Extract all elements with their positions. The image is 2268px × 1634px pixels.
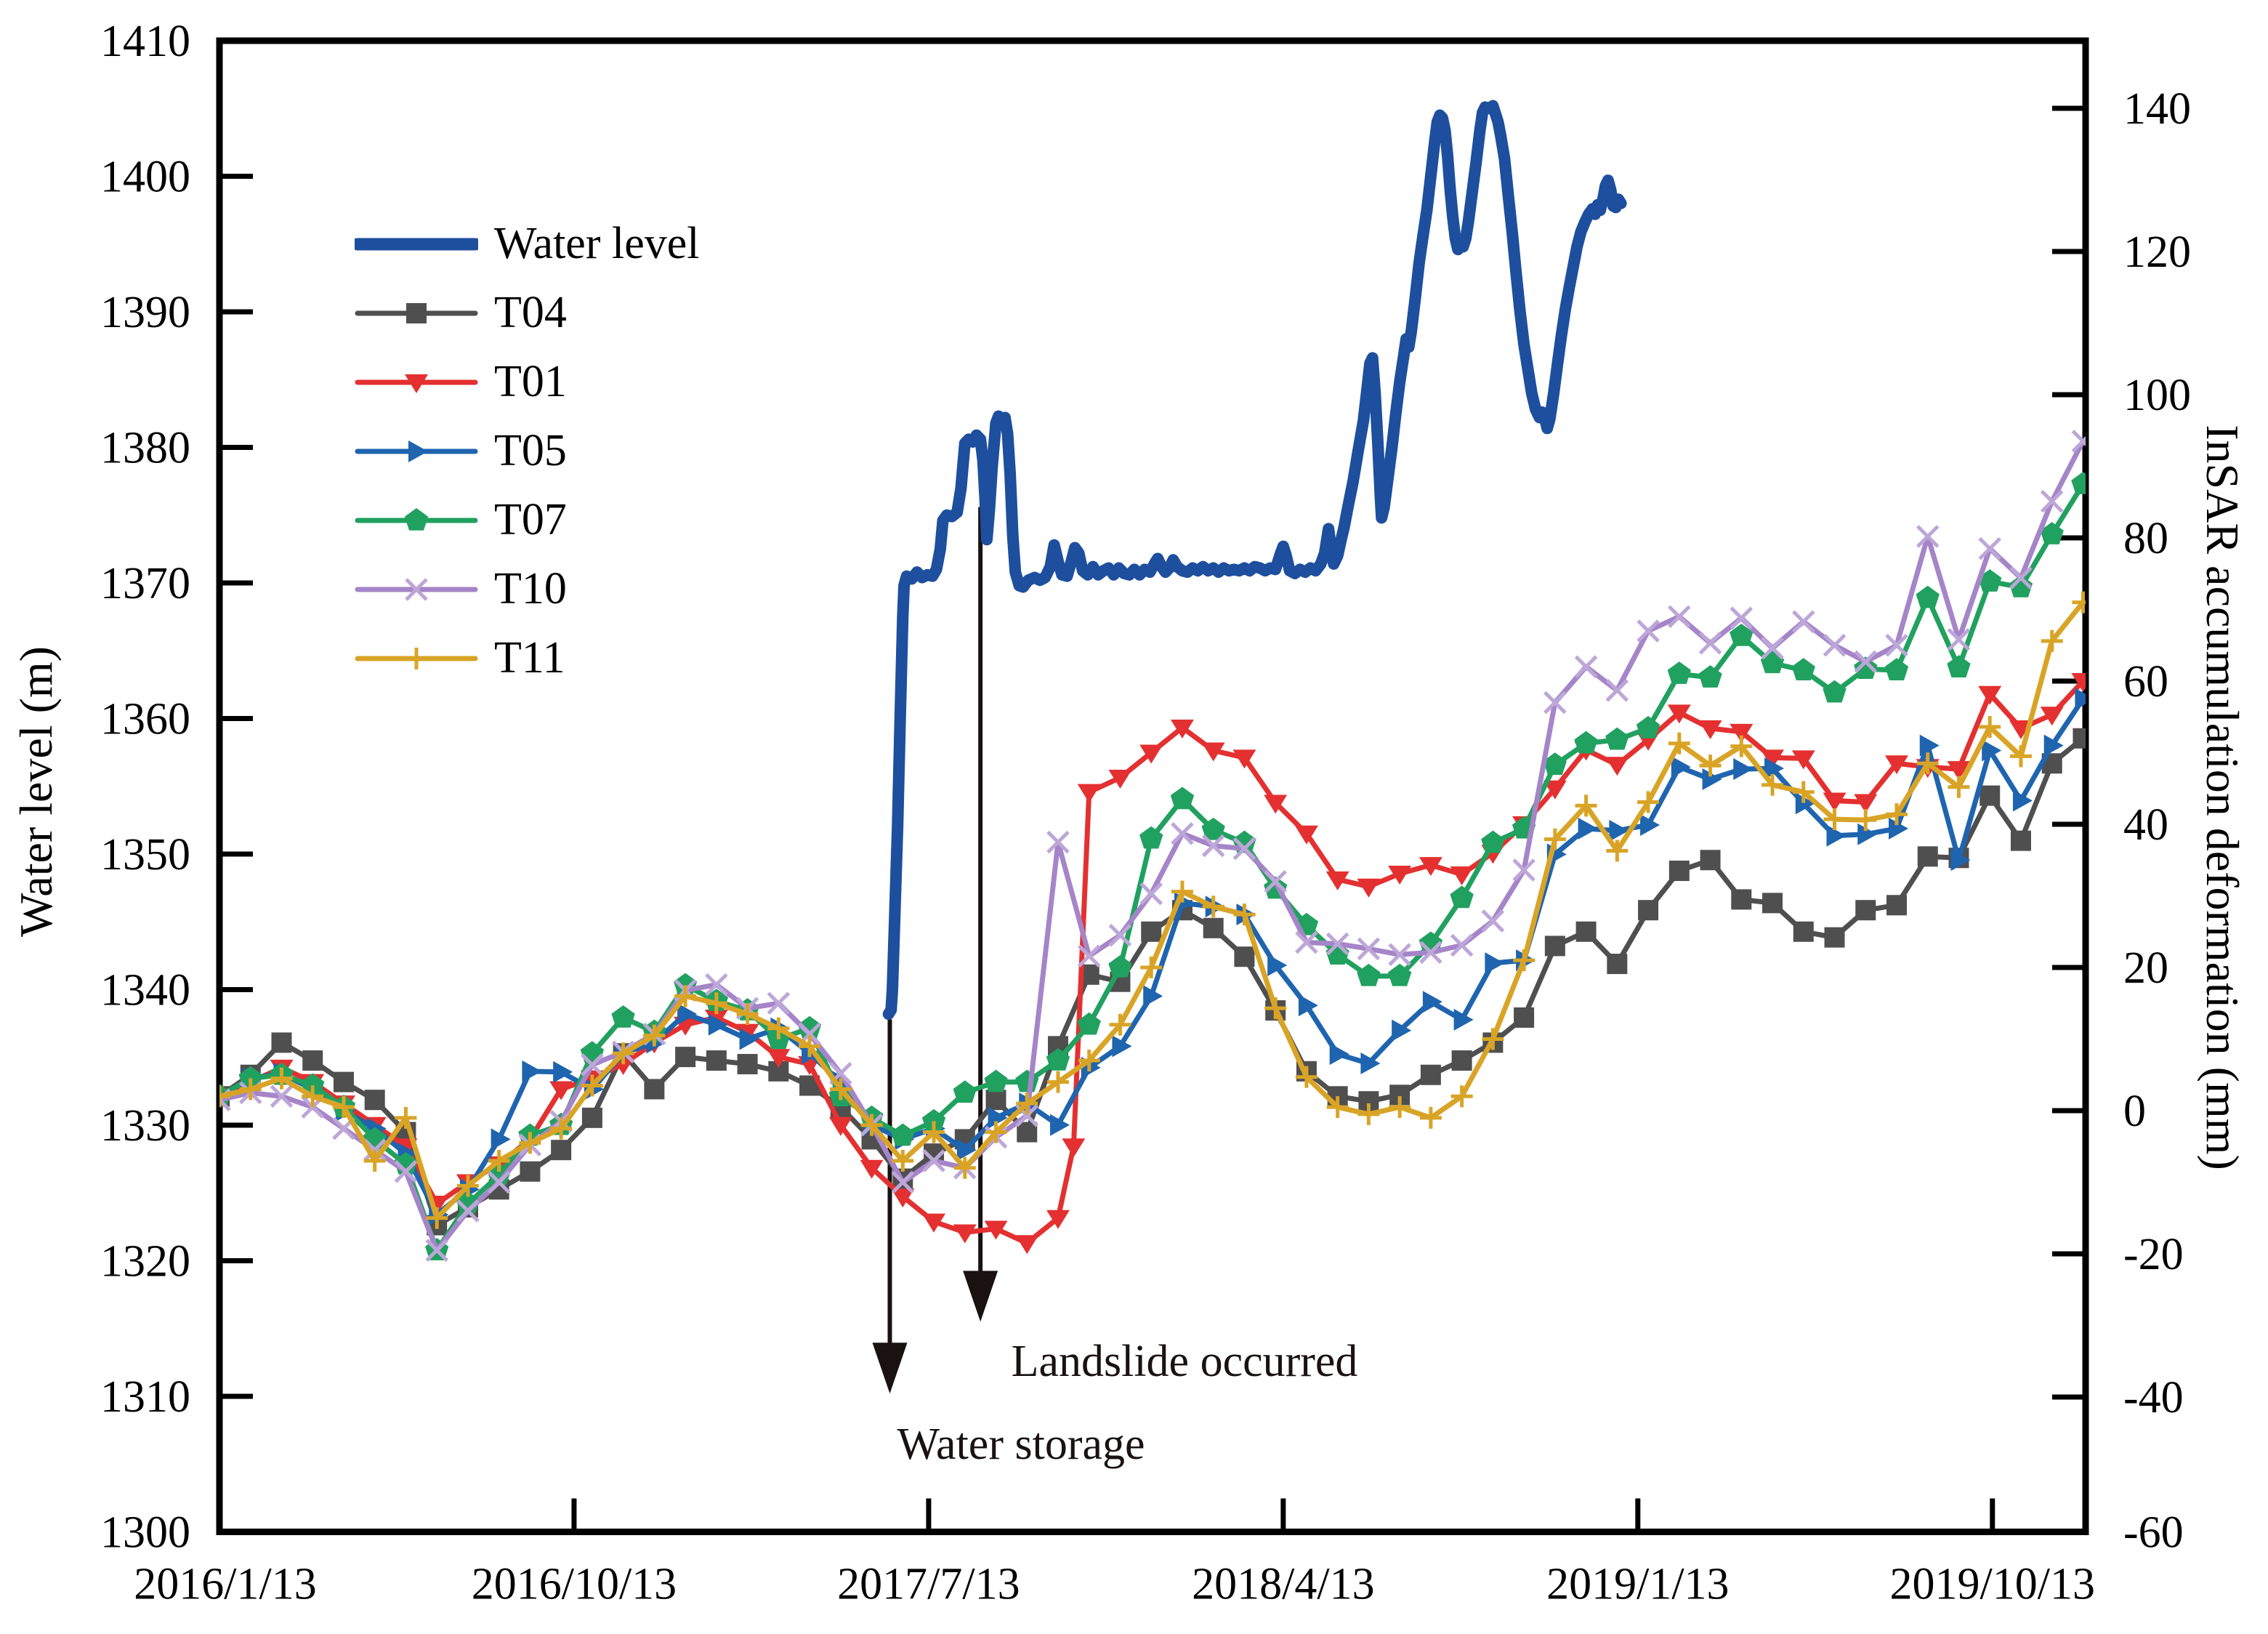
legend-item-T11: T11 xyxy=(355,624,699,693)
x-axis: 2016/1/13 2016/10/13 2017/7/13 2018/4/13 201… xyxy=(134,1498,2095,1609)
x-tick-label: 2019/1/13 xyxy=(1546,1560,1729,1609)
right-tick-label: 40 xyxy=(2123,800,2168,850)
legend-item-T01: T01 xyxy=(355,347,699,416)
right-axis-title: InSAR accumulation deformation (mm) xyxy=(2197,424,2248,1170)
right-tick-label: 100 xyxy=(2123,371,2191,420)
annotation-water-storage-label: Water storage xyxy=(897,1420,1145,1469)
left-axis-title: Water level (m) xyxy=(10,646,62,937)
right-tick-label: 80 xyxy=(2123,514,2168,563)
right-tick-label: -20 xyxy=(2123,1230,2184,1279)
legend-swatch-T11 xyxy=(355,647,478,669)
x-tick-label: 2016/1/13 xyxy=(134,1560,316,1609)
right-tick-label: 20 xyxy=(2123,943,2168,993)
legend-label-T04: T04 xyxy=(494,288,567,337)
legend-label-T01: T01 xyxy=(494,357,567,406)
legend-label-T05: T05 xyxy=(494,426,567,475)
legend-label-T07: T07 xyxy=(494,495,567,544)
left-tick-label: 1310 xyxy=(100,1372,190,1422)
legend-label-T10: T10 xyxy=(494,564,567,613)
series-T11 xyxy=(219,591,2086,1229)
left-tick-label: 1400 xyxy=(100,153,190,202)
left-axis: 1410 1400 1390 1380 1370 1360 1350 1340 1330 1320… xyxy=(100,17,253,1558)
right-tick-label: -40 xyxy=(2123,1373,2184,1422)
x-tick-label: 2019/10/13 xyxy=(1890,1560,2095,1609)
left-tick-label: 1370 xyxy=(100,559,190,608)
right-tick-label: 120 xyxy=(2123,228,2191,277)
right-axis: 140 120 100 80 60 40 20 0 -20 -40 -60 xyxy=(2052,84,2191,1558)
legend-item-water_level: Water level xyxy=(355,209,699,278)
x-tick-label: 2016/10/13 xyxy=(472,1560,677,1609)
right-tick-label: 60 xyxy=(2123,657,2168,707)
legend-swatch-T10 xyxy=(355,577,478,601)
left-tick-label: 1330 xyxy=(100,1101,190,1151)
series-water-level xyxy=(882,100,1627,1021)
left-tick-label: 1380 xyxy=(100,424,190,473)
right-tick-label: -60 xyxy=(2123,1508,2184,1558)
left-tick-label: 1300 xyxy=(100,1508,190,1558)
legend-swatch-T05 xyxy=(355,440,478,462)
axes xyxy=(216,37,2089,1535)
left-tick-label: 1410 xyxy=(100,17,190,66)
legend-item-T05: T05 xyxy=(355,416,699,486)
right-tick-label: 0 xyxy=(2123,1087,2146,1136)
annotation-landslide-label: Landslide occurred xyxy=(1011,1337,1358,1386)
legend-swatch-T07 xyxy=(355,507,478,531)
x-tick-label: 2018/4/13 xyxy=(1192,1560,1374,1609)
annotation-arrow-water_storage xyxy=(872,1019,908,1394)
left-tick-label: 1350 xyxy=(100,830,190,880)
right-tick-label: 140 xyxy=(2123,84,2191,134)
legend-swatch-T04 xyxy=(355,302,478,323)
legend-swatch-T01 xyxy=(355,374,478,393)
legend-label-T11: T11 xyxy=(494,633,565,683)
left-tick-label: 1340 xyxy=(100,966,190,1015)
legend-label-water_level: Water level xyxy=(494,219,700,268)
legend-item-T10: T10 xyxy=(355,555,699,624)
legend-item-T04: T04 xyxy=(355,278,699,347)
left-tick-label: 1360 xyxy=(100,695,190,744)
x-tick-label: 2017/7/13 xyxy=(837,1560,1020,1609)
left-tick-label: 1320 xyxy=(100,1237,190,1287)
legend: Water level T04 T01 T05 T07 T10 T11 xyxy=(355,209,699,693)
legend-swatch-water_level xyxy=(355,238,478,250)
legend-item-T07: T07 xyxy=(355,486,699,555)
left-tick-label: 1390 xyxy=(100,288,190,337)
annotation-arrow-landslide xyxy=(963,507,998,1322)
